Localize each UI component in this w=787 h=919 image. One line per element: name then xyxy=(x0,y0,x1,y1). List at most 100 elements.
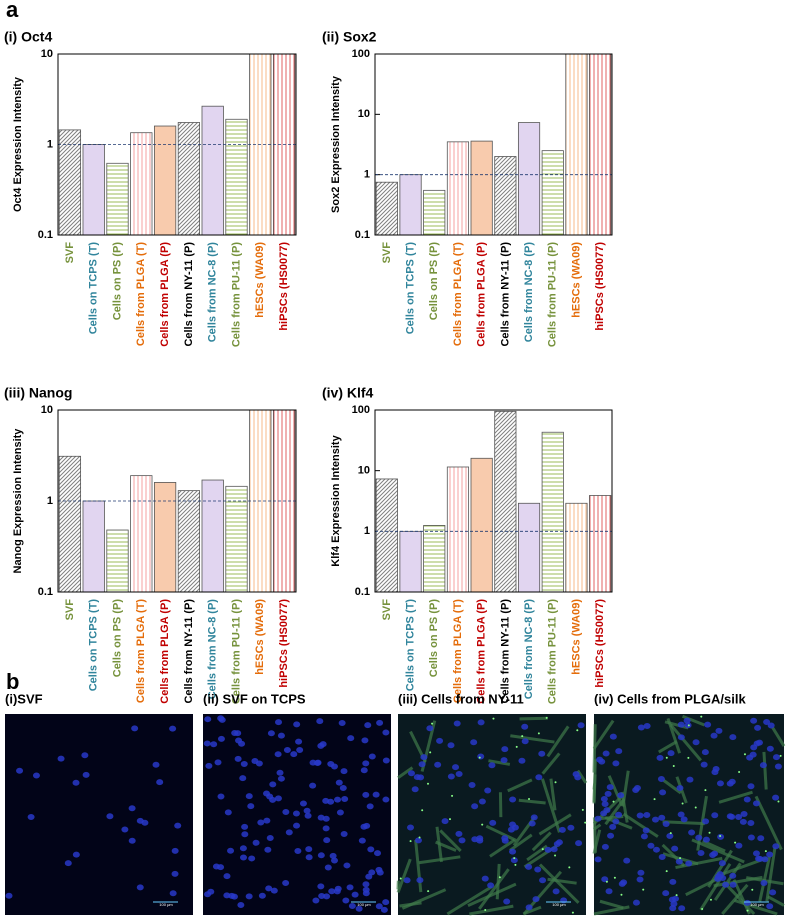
x-tick-label: Cells from PLGA (P) xyxy=(159,599,171,704)
nucleus xyxy=(602,750,610,757)
nucleus xyxy=(365,873,373,880)
cell-fiber xyxy=(622,812,659,838)
nucleus xyxy=(5,892,13,899)
x-tick-label: Cells on PS (P) xyxy=(111,242,123,321)
nucleus xyxy=(340,831,348,838)
nucleus xyxy=(121,826,129,833)
x-tick-label: Cells on TCPS (T) xyxy=(404,599,416,692)
nucleus xyxy=(740,811,748,818)
nucleus xyxy=(600,810,608,817)
x-tick-label: Cells on PS (P) xyxy=(428,599,440,678)
bar xyxy=(201,479,224,593)
stain-dot xyxy=(669,832,672,835)
nucleus xyxy=(598,758,606,765)
nucleus xyxy=(16,767,24,774)
nucleus xyxy=(455,830,463,837)
nucleus xyxy=(327,798,335,805)
nucleus xyxy=(267,730,275,737)
nucleus xyxy=(245,793,253,800)
chart-title: (iii) Nanog xyxy=(4,385,72,401)
nucleus xyxy=(218,716,226,723)
nucleus xyxy=(319,741,327,748)
y-axis-label: Klf4 Expression Intensity xyxy=(330,434,342,566)
stain-dot xyxy=(513,857,516,860)
stain-dot xyxy=(665,870,668,873)
plot-frame xyxy=(57,409,297,593)
x-tick-label: Cells on PS (P) xyxy=(111,599,123,678)
nucleus xyxy=(594,815,602,822)
nucleus xyxy=(652,846,660,853)
stain-dot xyxy=(613,876,616,879)
nucleus xyxy=(735,842,743,849)
x-tick-label: Cells from PU-11 (P) xyxy=(230,599,242,704)
nucleus xyxy=(305,854,313,861)
nucleus xyxy=(647,842,655,849)
x-tick-label: hESCs (WA09) xyxy=(570,599,582,675)
nucleus xyxy=(234,730,242,737)
nucleus xyxy=(223,873,231,880)
nucleus xyxy=(668,896,676,903)
nucleus xyxy=(620,879,628,886)
nucleus xyxy=(375,866,383,873)
nucleus xyxy=(623,857,631,864)
nucleus xyxy=(57,755,65,762)
y-tick-label: 0.1 xyxy=(38,586,53,598)
nucleus xyxy=(544,846,552,853)
nucleus xyxy=(452,764,460,771)
nucleus xyxy=(535,774,543,781)
stain-dot xyxy=(764,850,767,853)
nucleus xyxy=(477,719,485,726)
nucleus xyxy=(239,845,247,852)
stain-dot xyxy=(537,732,540,735)
bar xyxy=(517,502,541,593)
nucleus xyxy=(296,746,304,753)
nucleus xyxy=(317,883,325,890)
stain-dot xyxy=(576,729,579,732)
cell-fiber xyxy=(519,716,548,721)
nucleus xyxy=(501,746,509,753)
nucleus xyxy=(347,735,355,742)
y-tick-label: 100 xyxy=(352,48,370,60)
bar xyxy=(470,457,493,593)
nucleus xyxy=(728,778,736,785)
nucleus xyxy=(478,798,486,805)
bar xyxy=(106,529,129,593)
nucleus xyxy=(695,834,703,841)
nucleus xyxy=(27,814,35,821)
nucleus xyxy=(601,843,609,850)
nucleus xyxy=(362,760,370,767)
bar xyxy=(541,150,564,236)
x-tick-label: Cells from NC-8 (P) xyxy=(207,242,219,343)
scale-bar-label: 100 μm xyxy=(357,902,371,907)
cell-fiber xyxy=(547,877,577,885)
cell-fiber xyxy=(507,778,533,793)
nucleus xyxy=(309,782,317,789)
nucleus xyxy=(636,876,644,883)
x-tick-label: Cells from PU-11 (P) xyxy=(547,242,559,347)
stain-dot xyxy=(620,893,623,896)
stain-dot xyxy=(554,781,557,784)
nucleus xyxy=(358,837,366,844)
bar xyxy=(565,53,588,236)
nucleus xyxy=(637,724,645,731)
cell-fiber xyxy=(418,855,461,865)
nucleus xyxy=(295,738,303,745)
cell-fiber xyxy=(495,863,501,900)
nucleus xyxy=(675,858,683,865)
scale-bar-label: 100 μm xyxy=(750,902,764,907)
stain-dot xyxy=(498,876,501,879)
nucleus xyxy=(688,829,696,836)
nucleus xyxy=(772,794,780,801)
cell-fiber xyxy=(765,847,777,902)
cell-fiber xyxy=(526,844,548,862)
nucleus xyxy=(355,905,363,912)
nucleus xyxy=(382,729,390,736)
nucleus xyxy=(245,893,253,900)
nucleus xyxy=(318,892,326,899)
nucleus xyxy=(632,899,640,906)
cell-fiber xyxy=(446,885,493,916)
nucleus xyxy=(382,796,390,803)
nucleus xyxy=(525,904,533,911)
nucleus xyxy=(324,864,332,871)
x-tick-label: SVF xyxy=(64,242,76,264)
